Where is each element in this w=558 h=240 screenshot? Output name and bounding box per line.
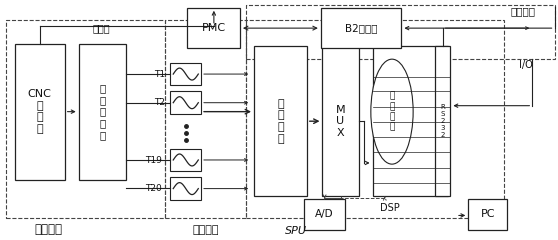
Text: CNC
控
制
器: CNC 控 制 器 [28, 89, 51, 134]
Text: T19: T19 [145, 156, 162, 165]
Bar [170, 177, 201, 200]
Bar [435, 46, 450, 196]
Text: DSP: DSP [381, 203, 400, 213]
Bar [304, 199, 345, 230]
Text: T1: T1 [154, 70, 165, 79]
Bar [254, 46, 307, 196]
Bar [468, 199, 507, 230]
Text: 端
子
接
口: 端 子 接 口 [277, 99, 283, 144]
Text: 数控接口: 数控接口 [510, 6, 535, 16]
Bar [170, 63, 201, 85]
Text: T2: T2 [154, 98, 165, 107]
Bar [165, 20, 246, 218]
Bar [6, 20, 165, 218]
Bar [246, 20, 504, 218]
Bar [323, 46, 359, 196]
Text: 温
度
传
感
器: 温 度 传 感 器 [99, 84, 105, 140]
Text: B2接口卡: B2接口卡 [345, 23, 377, 33]
Bar [246, 6, 555, 59]
Text: A/D: A/D [315, 209, 334, 219]
Text: T20: T20 [146, 184, 162, 193]
Bar [170, 91, 201, 114]
Ellipse shape [371, 59, 413, 164]
Text: M
U
X: M U X [336, 105, 345, 138]
Text: 补偿值: 补偿值 [92, 23, 110, 33]
Text: R
S
2
3
2: R S 2 3 2 [440, 104, 445, 138]
Text: 信号处理: 信号处理 [193, 225, 219, 235]
Text: 数控机床: 数控机床 [34, 223, 62, 236]
Bar [187, 8, 240, 48]
Text: PC: PC [480, 209, 495, 219]
Bar [79, 44, 126, 180]
Text: SPU: SPU [285, 226, 307, 236]
Text: I/O: I/O [518, 60, 532, 70]
Bar [15, 44, 65, 180]
Text: PMC: PMC [201, 23, 225, 33]
Bar [321, 8, 401, 48]
Text: 误
差
模
型: 误 差 模 型 [389, 91, 395, 132]
Bar [373, 46, 448, 196]
Bar [170, 149, 201, 171]
